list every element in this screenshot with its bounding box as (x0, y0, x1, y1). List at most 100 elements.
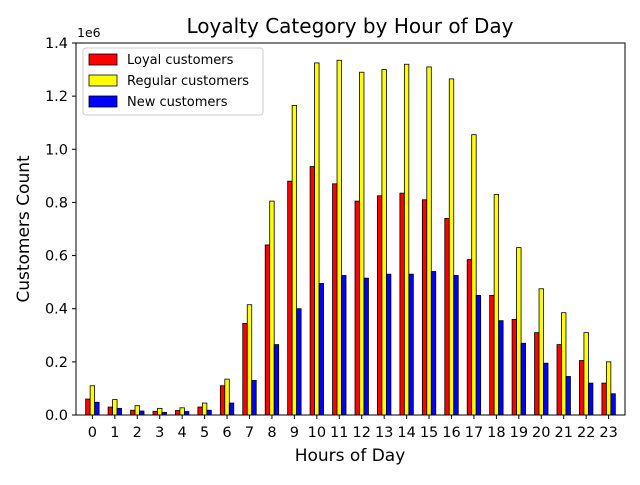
bar-new-9 (296, 308, 302, 416)
y-offset-label: 1e6 (77, 25, 101, 40)
legend-swatch (88, 74, 118, 87)
y-tick-label: 0.0 (45, 408, 68, 424)
bar-regular-13 (381, 69, 387, 416)
bar-loyal-18 (489, 295, 495, 416)
bar-loyal-21 (556, 344, 562, 416)
bar-regular-20 (538, 288, 544, 416)
bar-regular-1 (112, 399, 118, 416)
bar-loyal-13 (377, 195, 383, 416)
bar-loyal-22 (579, 360, 585, 416)
x-tick-label: 0 (88, 425, 97, 441)
y-tick-label: 0.4 (45, 302, 68, 318)
bar-loyal-16 (444, 217, 450, 416)
bar-regular-0 (89, 385, 96, 416)
bar-loyal-19 (511, 318, 517, 416)
bar-new-22 (588, 382, 594, 416)
bar-loyal-17 (466, 259, 473, 416)
x-axis-label: Hours of Day (295, 446, 406, 466)
bar-regular-5 (201, 402, 208, 416)
x-tick-label: 17 (465, 425, 483, 441)
bar-new-14 (408, 273, 414, 416)
x-tick-label: 11 (330, 425, 348, 441)
bar-new-13 (386, 273, 392, 416)
bar-regular-10 (314, 62, 320, 416)
bar-loyal-6 (219, 385, 226, 416)
x-tick-label: 4 (178, 425, 187, 441)
x-tick-label: 9 (290, 425, 299, 441)
x-tick-label: 10 (308, 425, 326, 441)
bar-regular-2 (134, 405, 140, 416)
bar-loyal-1 (107, 406, 113, 416)
y-tick-label: 0.2 (45, 355, 68, 371)
bar-new-19 (520, 342, 526, 416)
x-tick-label: 3 (155, 425, 164, 441)
bar-regular-7 (246, 304, 253, 416)
bar-regular-14 (403, 63, 410, 416)
bar-loyal-5 (197, 406, 203, 416)
x-tick-label: 6 (222, 425, 231, 441)
x-tick-label: 13 (375, 425, 393, 441)
bar-loyal-11 (332, 183, 338, 416)
bar-new-1 (116, 407, 122, 416)
bars-group (85, 59, 616, 416)
legend: Loyal customers Regular customers New cust… (82, 47, 264, 116)
bar-loyal-9 (287, 180, 293, 416)
bar-regular-21 (561, 312, 567, 416)
x-tick-label: 18 (487, 425, 505, 441)
bar-loyal-3 (152, 410, 158, 416)
bar-new-0 (94, 401, 100, 416)
plot-frame (75, 42, 626, 416)
bar-loyal-10 (309, 166, 315, 416)
bar-loyal-0 (85, 398, 91, 416)
y-tick-label: 1.4 (45, 36, 68, 52)
bar-new-15 (430, 271, 437, 416)
bar-regular-4 (179, 407, 185, 416)
chart-title: Loyalty Category by Hour of Day (187, 14, 514, 38)
bar-loyal-20 (534, 332, 540, 416)
legend-entry: Loyal customers (127, 53, 234, 68)
bar-regular-15 (426, 66, 432, 416)
y-tick-label: 1.2 (45, 89, 68, 105)
bar-new-16 (453, 275, 459, 416)
x-tick-label: 20 (532, 425, 550, 441)
bar-loyal-8 (264, 244, 271, 416)
bar-regular-9 (291, 105, 298, 416)
x-tick-label: 19 (510, 425, 528, 441)
bar-new-21 (565, 376, 571, 416)
bar-loyal-7 (242, 322, 248, 416)
bar-new-2 (139, 410, 145, 416)
bar-loyal-4 (175, 410, 181, 416)
bar-new-17 (475, 295, 482, 416)
legend-entry: New customers (127, 95, 228, 110)
x-axis: 0 1 2 3 4 5 6 7 8 9 10 11 12 13 14 15 16 17 18 19 20 21 22 23 (88, 415, 618, 441)
bar-loyal-23 (601, 382, 607, 416)
bar-new-20 (543, 362, 549, 416)
bar-new-23 (610, 393, 616, 416)
bar-regular-22 (583, 332, 589, 416)
x-tick-label: 21 (554, 425, 572, 441)
x-tick-label: 2 (133, 425, 142, 441)
x-tick-label: 8 (267, 425, 276, 441)
legend-swatch (88, 53, 118, 66)
bar-new-10 (318, 283, 324, 416)
bar-regular-19 (516, 247, 522, 416)
x-tick-label: 7 (245, 425, 254, 441)
legend-swatch (88, 95, 118, 108)
bar-regular-23 (605, 361, 612, 416)
bar-regular-12 (359, 71, 365, 416)
bar-regular-3 (157, 407, 163, 416)
x-tick-label: 15 (420, 425, 438, 441)
legend-box (82, 47, 264, 116)
x-tick-label: 1 (110, 425, 119, 441)
bar-loyal-15 (421, 199, 428, 416)
bar-regular-11 (336, 59, 342, 416)
bar-regular-6 (224, 378, 230, 416)
legend-entry: Regular customers (127, 74, 249, 89)
bar-regular-18 (493, 194, 500, 416)
x-tick-label: 23 (599, 425, 617, 441)
bar-new-8 (273, 344, 280, 416)
bar-new-18 (498, 320, 504, 416)
bar-loyal-12 (354, 200, 360, 416)
